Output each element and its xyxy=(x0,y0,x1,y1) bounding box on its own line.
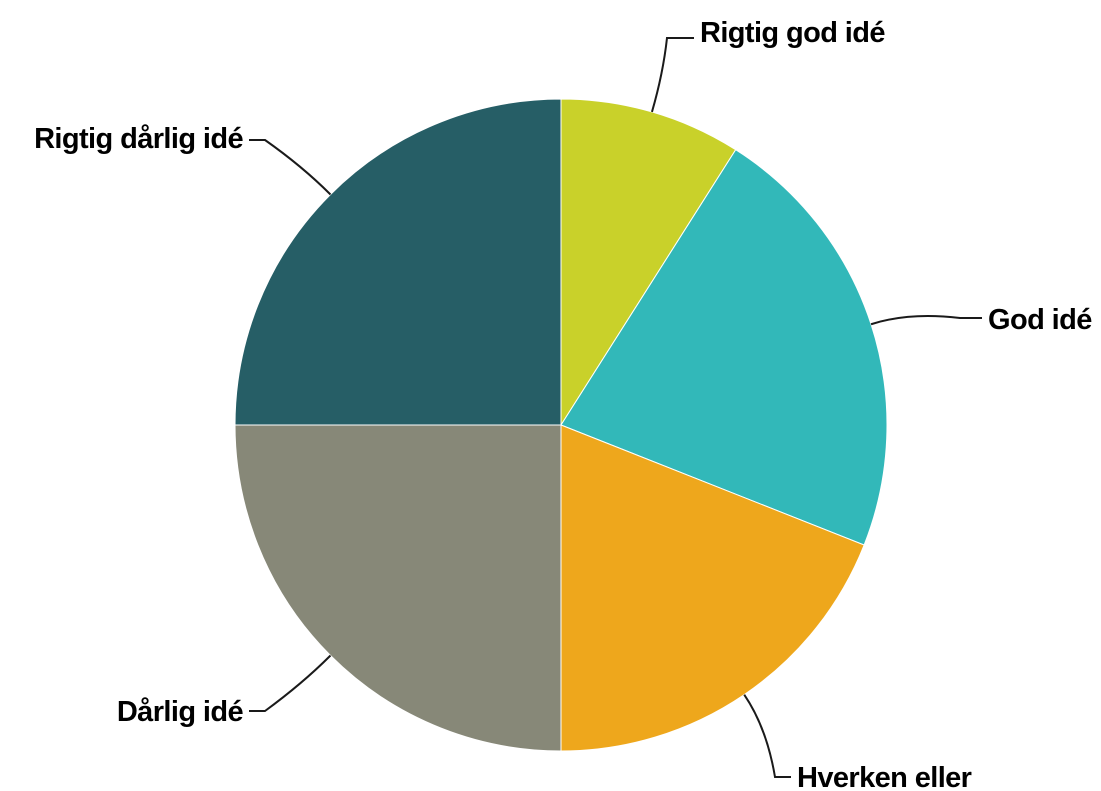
slice-label-4: Dårlig idé xyxy=(117,696,244,728)
pie-slice-1[interactable] xyxy=(560,98,737,427)
slice-labels: Rigtig god idé God idé Hverken eller Dårlig… xyxy=(34,17,1093,791)
slice-label-5: Rigtig dårlig idé xyxy=(34,123,243,155)
pie-slices xyxy=(234,98,888,752)
pie-slice-5[interactable] xyxy=(234,98,562,426)
slice-label-2: God idé xyxy=(988,304,1092,336)
leader-line-2 xyxy=(870,315,982,326)
leader-line-3 xyxy=(743,694,791,778)
leader-line-5 xyxy=(249,139,332,196)
leader-line-4 xyxy=(249,654,332,712)
slice-label-3: Hverken eller xyxy=(797,762,972,791)
leader-line-1 xyxy=(650,37,694,113)
leader-lines xyxy=(249,37,982,778)
pie-slice-4[interactable] xyxy=(234,424,562,752)
slice-label-1: Rigtig god idé xyxy=(700,17,885,49)
pie-slice-3[interactable] xyxy=(560,424,865,752)
